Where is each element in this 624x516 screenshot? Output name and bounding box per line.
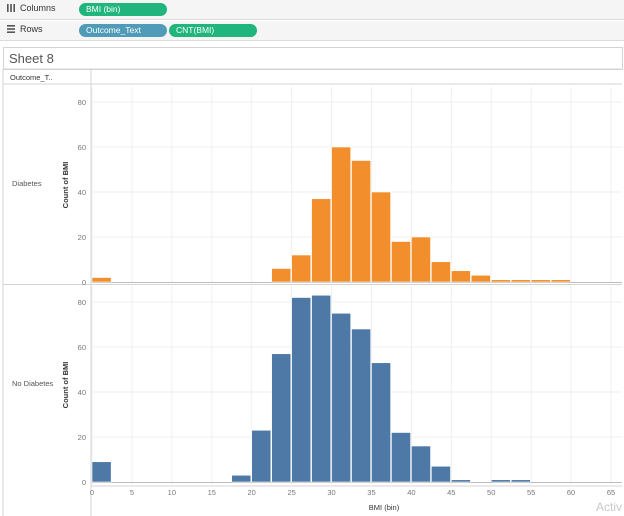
histogram-bar [550,279,571,283]
histogram-bar [351,160,371,283]
histogram-bar [510,279,531,283]
x-tick-label: 0 [90,488,94,497]
x-tick-label: 30 [327,488,335,497]
rows-label: Rows [20,24,43,34]
y-axis-title: Count of BMI [61,162,70,209]
histogram-bar [451,479,471,483]
columns-label: Columns [20,3,56,13]
histogram-bar [91,461,112,483]
histogram-bar [530,279,551,283]
histogram-bar [371,362,391,483]
y-tick-label: 20 [78,233,86,242]
x-tick-label: 50 [487,488,495,497]
x-tick-label: 65 [607,488,615,497]
histogram-bar [391,432,411,483]
sheet-title: Sheet 8 [9,51,54,66]
histogram-bar [371,191,391,283]
histogram-bar [411,236,431,283]
histogram-bar [291,254,312,283]
columns-shelf[interactable]: Columns BMI (bin) [0,0,624,20]
y-tick-label: 40 [78,188,86,197]
histogram-bar [510,479,531,483]
histogram-bar [490,279,511,283]
columns-shelf-label: Columns [6,3,56,13]
pill-cnt-bmi[interactable]: CNT(BMI) [169,24,257,37]
rows-icon [7,25,15,33]
x-tick-label: 40 [407,488,415,497]
histogram-bar [411,445,431,483]
histogram-bar [91,277,112,283]
pill-bmi-bin[interactable]: BMI (bin) [79,3,167,16]
histogram-bar [431,465,451,483]
x-tick-label: 5 [130,488,134,497]
histogram-bar [431,261,451,283]
x-tick-label: 25 [287,488,295,497]
row-label-diabetes[interactable]: Diabetes [12,179,42,188]
y-tick-label: 60 [78,143,86,152]
y-tick-label: 80 [78,298,86,307]
rows-shelf[interactable]: Rows Outcome_Text CNT(BMI) [0,21,624,41]
y-tick-label: 60 [78,343,86,352]
histogram-bar [331,312,351,483]
y-tick-label: 40 [78,388,86,397]
y-tick-label: 20 [78,433,86,442]
histogram-bar [311,198,332,283]
columns-icon [7,4,15,12]
x-tick-label: 35 [367,488,375,497]
histogram-bar [251,429,272,483]
histogram-bar [351,328,371,483]
histogram-bar [470,274,491,283]
x-tick-label: 60 [567,488,575,497]
x-axis-title: BMI (bin) [369,503,400,512]
pill-outcome-text[interactable]: Outcome_Text [79,24,167,37]
y-tick-label: 80 [78,98,86,107]
histogram-bar [271,353,292,483]
y-tick-label: 0 [82,478,86,487]
histogram-bar [451,270,471,283]
x-tick-label: 15 [208,488,216,497]
histogram-bar [331,146,351,283]
x-tick-label: 45 [447,488,455,497]
histogram-bar [311,294,332,483]
y-axis-title: Count of BMI [61,362,70,409]
rows-shelf-label: Rows [6,24,43,34]
activation-watermark: Activ [596,500,623,514]
histogram-bar [490,479,511,483]
row-label-no-diabetes[interactable]: No Diabetes [12,379,54,388]
histogram-bar [391,241,411,283]
x-tick-label: 10 [168,488,176,497]
x-tick-label: 20 [248,488,256,497]
histogram-bar [271,268,292,283]
y-tick-label: 0 [82,278,86,287]
histogram-bar [291,297,312,483]
x-tick-label: 55 [527,488,535,497]
outcome-column-header[interactable]: Outcome_T.. [10,73,53,82]
histogram-bar [231,474,252,483]
